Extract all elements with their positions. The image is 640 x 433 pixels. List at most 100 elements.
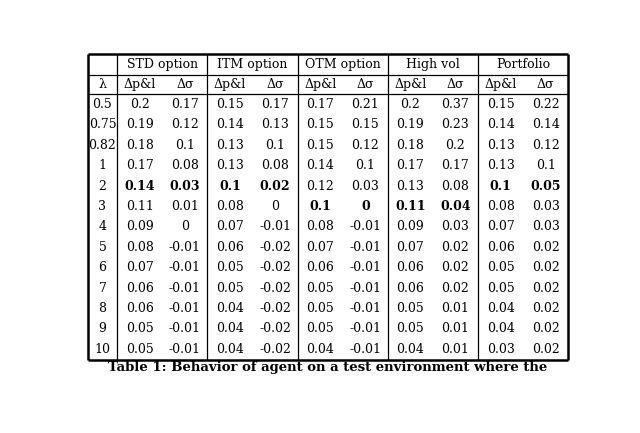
Text: 0.15: 0.15 <box>351 118 379 132</box>
Text: 0.37: 0.37 <box>442 98 469 111</box>
Text: Δσ: Δσ <box>266 78 284 91</box>
Text: 0.02: 0.02 <box>532 302 559 315</box>
Text: 0.2: 0.2 <box>130 98 150 111</box>
Text: 0.06: 0.06 <box>126 302 154 315</box>
Text: 0.14: 0.14 <box>124 180 155 193</box>
Text: 0.02: 0.02 <box>532 241 559 254</box>
Text: 5: 5 <box>99 241 106 254</box>
Text: -0.01: -0.01 <box>349 220 381 233</box>
Text: OTM option: OTM option <box>305 58 381 71</box>
Text: 0.13: 0.13 <box>261 118 289 132</box>
Text: 9: 9 <box>99 323 106 336</box>
Text: -0.01: -0.01 <box>169 343 201 356</box>
Text: 7: 7 <box>99 281 106 295</box>
Text: 0.08: 0.08 <box>126 241 154 254</box>
Text: Δp&l: Δp&l <box>304 78 336 91</box>
Text: 0.13: 0.13 <box>216 139 244 152</box>
Text: 0: 0 <box>271 200 279 213</box>
Text: 0.12: 0.12 <box>171 118 199 132</box>
Text: -0.02: -0.02 <box>259 323 291 336</box>
Text: 0.05: 0.05 <box>126 323 154 336</box>
Text: 0.1: 0.1 <box>309 200 331 213</box>
Text: 0.17: 0.17 <box>126 159 154 172</box>
Text: -0.01: -0.01 <box>349 302 381 315</box>
Text: -0.01: -0.01 <box>169 241 201 254</box>
Text: 0.05: 0.05 <box>307 323 334 336</box>
Text: 0.04: 0.04 <box>306 343 334 356</box>
Text: 0.15: 0.15 <box>307 118 334 132</box>
Text: 0.1: 0.1 <box>219 180 241 193</box>
Text: 0.06: 0.06 <box>396 281 424 295</box>
Text: 0.03: 0.03 <box>442 220 469 233</box>
Text: 0.04: 0.04 <box>216 323 244 336</box>
Text: 0.04: 0.04 <box>216 302 244 315</box>
Text: 0.1: 0.1 <box>536 159 556 172</box>
Text: 1: 1 <box>99 159 106 172</box>
Text: -0.01: -0.01 <box>349 241 381 254</box>
Text: 0.02: 0.02 <box>532 323 559 336</box>
Text: 0.21: 0.21 <box>351 98 379 111</box>
Text: Δσ: Δσ <box>356 78 374 91</box>
Text: 0.17: 0.17 <box>171 98 199 111</box>
Text: 0.05: 0.05 <box>307 302 334 315</box>
Text: 0.07: 0.07 <box>397 241 424 254</box>
Text: -0.02: -0.02 <box>259 241 291 254</box>
Text: 0.03: 0.03 <box>351 180 380 193</box>
Text: 0.18: 0.18 <box>396 139 424 152</box>
Text: 0.05: 0.05 <box>126 343 154 356</box>
Text: -0.02: -0.02 <box>259 302 291 315</box>
Text: Δp&l: Δp&l <box>394 78 426 91</box>
Text: 0.07: 0.07 <box>486 220 515 233</box>
Text: 0.08: 0.08 <box>306 220 334 233</box>
Text: -0.01: -0.01 <box>169 281 201 295</box>
Text: 0.05: 0.05 <box>531 180 561 193</box>
Text: 0.06: 0.06 <box>126 281 154 295</box>
Text: 0.05: 0.05 <box>486 281 515 295</box>
Text: 0.12: 0.12 <box>307 180 334 193</box>
Text: 0.15: 0.15 <box>307 139 334 152</box>
Text: Δp&l: Δp&l <box>484 78 516 91</box>
Text: STD option: STD option <box>127 58 198 71</box>
Text: -0.01: -0.01 <box>349 261 381 274</box>
Text: Δp&l: Δp&l <box>124 78 156 91</box>
Text: 0.01: 0.01 <box>442 343 469 356</box>
Text: -0.02: -0.02 <box>259 261 291 274</box>
Text: 0.15: 0.15 <box>486 98 515 111</box>
Text: 0.02: 0.02 <box>442 281 469 295</box>
Text: 0.1: 0.1 <box>355 159 375 172</box>
Text: 0.08: 0.08 <box>171 159 199 172</box>
Text: 0.2: 0.2 <box>445 139 465 152</box>
Text: 0.06: 0.06 <box>216 241 244 254</box>
Text: 0.15: 0.15 <box>216 98 244 111</box>
Text: 0.03: 0.03 <box>486 343 515 356</box>
Text: Δσ: Δσ <box>176 78 194 91</box>
Text: 0.2: 0.2 <box>401 98 420 111</box>
Text: 0.06: 0.06 <box>396 261 424 274</box>
Text: 0.17: 0.17 <box>442 159 469 172</box>
Text: 0.04: 0.04 <box>486 323 515 336</box>
Text: 0.03: 0.03 <box>532 220 559 233</box>
Text: 0.03: 0.03 <box>170 180 200 193</box>
Text: 0.14: 0.14 <box>306 159 334 172</box>
Text: 0.11: 0.11 <box>126 200 154 213</box>
Text: 0.06: 0.06 <box>306 261 334 274</box>
Text: 0.05: 0.05 <box>486 261 515 274</box>
Text: ITM option: ITM option <box>218 58 288 71</box>
Text: 0.05: 0.05 <box>397 302 424 315</box>
Text: 0.01: 0.01 <box>442 323 469 336</box>
Text: 0.11: 0.11 <box>395 200 426 213</box>
Text: 0.02: 0.02 <box>532 281 559 295</box>
Text: 0.12: 0.12 <box>351 139 379 152</box>
Text: 0.02: 0.02 <box>442 261 469 274</box>
Text: Table 1: Behavior of agent on a test environment where the: Table 1: Behavior of agent on a test env… <box>108 361 548 374</box>
Text: 0.05: 0.05 <box>216 261 244 274</box>
Text: 0.05: 0.05 <box>307 281 334 295</box>
Text: 2: 2 <box>99 180 106 193</box>
Text: 0.17: 0.17 <box>307 98 334 111</box>
Text: 0.05: 0.05 <box>397 323 424 336</box>
Text: 0.08: 0.08 <box>261 159 289 172</box>
Text: 0.05: 0.05 <box>216 281 244 295</box>
Text: 0.09: 0.09 <box>397 220 424 233</box>
Text: 0.13: 0.13 <box>396 180 424 193</box>
Text: 6: 6 <box>99 261 106 274</box>
